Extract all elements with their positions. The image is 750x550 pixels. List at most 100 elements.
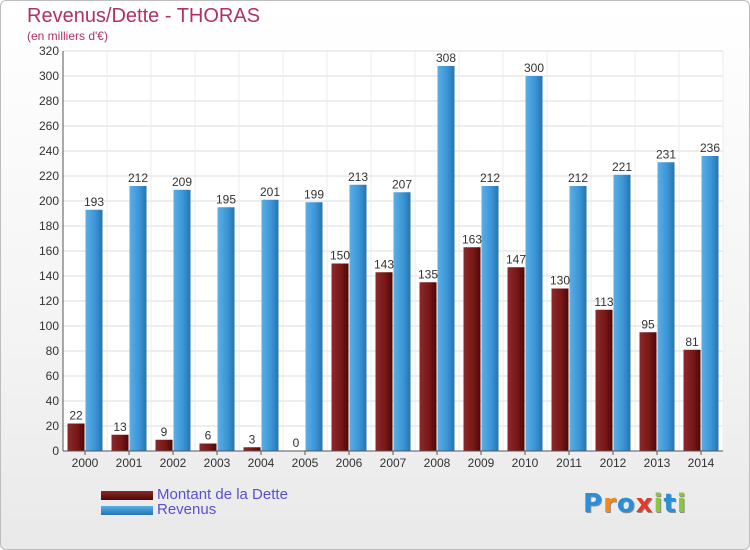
data-label: 143 <box>374 257 394 271</box>
grid-lines <box>62 50 724 452</box>
bar-dette <box>639 332 657 451</box>
data-label: 213 <box>348 170 368 184</box>
data-label: 0 <box>293 436 300 450</box>
x-tick-label: 2014 <box>688 456 715 470</box>
chart-subtitle: (en milliers d'€) <box>27 29 108 43</box>
proxiti-logo: Proxiti <box>583 489 687 519</box>
x-tick-label: 2005 <box>292 456 319 470</box>
bar-revenus <box>525 76 543 451</box>
legend-label-revenus: Revenus <box>157 501 217 518</box>
y-tick-label: 200 <box>39 194 59 208</box>
axes: 0204060801001201401601802002202402602803… <box>39 44 723 470</box>
data-label: 130 <box>550 274 570 288</box>
logo-letter: P <box>583 489 604 519</box>
data-label: 193 <box>84 195 104 209</box>
bar-dette <box>551 288 569 451</box>
bar-revenus <box>569 186 587 451</box>
bar-revenus <box>85 209 103 451</box>
bar-revenus <box>437 66 455 451</box>
data-label: 209 <box>172 175 192 189</box>
data-label: 207 <box>392 177 412 191</box>
y-tick-label: 320 <box>39 44 59 58</box>
data-label: 95 <box>641 317 655 331</box>
data-label: 13 <box>113 420 127 434</box>
bar-dette <box>595 309 613 451</box>
y-tick-label: 100 <box>39 319 59 333</box>
bar-dette <box>199 443 217 451</box>
y-tick-label: 80 <box>46 344 60 358</box>
data-label: 201 <box>260 185 280 199</box>
y-tick-label: 60 <box>46 369 60 383</box>
y-tick-label: 40 <box>46 394 60 408</box>
bar-revenus <box>217 207 235 451</box>
bar-revenus <box>701 156 719 451</box>
legend-swatch-revenus <box>101 506 153 515</box>
y-tick-label: 180 <box>39 219 59 233</box>
logo-letter: r <box>603 489 617 519</box>
logo-letter: t <box>663 489 677 519</box>
bar-revenus <box>349 184 367 451</box>
x-tick-label: 2013 <box>644 456 671 470</box>
bar-revenus <box>173 189 191 451</box>
data-label: 3 <box>249 432 256 446</box>
logo-letter: o <box>616 489 636 519</box>
data-label: 212 <box>480 171 500 185</box>
x-tick-label: 2002 <box>160 456 187 470</box>
chart-title: Revenus/Dette - THORAS <box>27 5 261 27</box>
data-label: 9 <box>161 425 168 439</box>
logo-letter: x <box>635 489 654 519</box>
bar-revenus <box>129 186 147 451</box>
bar-dette <box>419 282 437 451</box>
x-tick-label: 2009 <box>468 456 495 470</box>
x-tick-label: 2004 <box>248 456 275 470</box>
y-tick-label: 0 <box>52 444 59 458</box>
data-label: 150 <box>330 249 350 263</box>
bars <box>67 66 719 451</box>
logo-letter: i <box>653 489 664 519</box>
data-label: 163 <box>462 232 482 246</box>
y-tick-label: 140 <box>39 269 59 283</box>
data-label: 231 <box>656 147 676 161</box>
bar-dette <box>331 263 349 451</box>
y-tick-label: 280 <box>39 94 59 108</box>
value-labels: 22 193 13 212 9 209 6 195 3 201 0 199 150 213 143 207 13… <box>69 51 720 450</box>
x-tick-label: 2006 <box>336 456 363 470</box>
bar-dette <box>67 423 85 451</box>
y-tick-label: 120 <box>39 294 59 308</box>
data-label: 195 <box>216 192 236 206</box>
x-tick-label: 2012 <box>600 456 627 470</box>
bar-dette <box>683 349 701 451</box>
data-label: 135 <box>418 267 438 281</box>
data-label: 212 <box>128 171 148 185</box>
logo-letter: i <box>676 489 687 519</box>
bar-revenus <box>393 192 411 451</box>
data-label: 22 <box>69 409 83 423</box>
bar-dette <box>111 434 129 451</box>
y-tick-label: 240 <box>39 144 59 158</box>
bar-revenus <box>261 199 279 451</box>
bar-revenus <box>305 202 323 451</box>
data-label: 221 <box>612 160 632 174</box>
data-label: 6 <box>205 429 212 443</box>
data-label: 147 <box>506 252 526 266</box>
legend-label-dette: Montant de la Dette <box>157 486 288 503</box>
x-tick-label: 2001 <box>116 456 143 470</box>
x-tick-label: 2008 <box>424 456 451 470</box>
data-label: 236 <box>700 141 720 155</box>
y-tick-label: 160 <box>39 244 59 258</box>
y-tick-label: 260 <box>39 119 59 133</box>
bar-dette <box>507 267 525 451</box>
bar-revenus <box>481 186 499 451</box>
y-tick-label: 20 <box>46 419 60 433</box>
data-label: 308 <box>436 51 456 65</box>
x-tick-label: 2003 <box>204 456 231 470</box>
bar-revenus <box>613 174 631 451</box>
x-tick-label: 2010 <box>512 456 539 470</box>
bar-dette <box>375 272 393 451</box>
x-tick-label: 2011 <box>556 456 582 470</box>
bar-revenus <box>657 162 675 451</box>
data-label: 113 <box>594 295 613 309</box>
bar-dette <box>155 439 173 451</box>
